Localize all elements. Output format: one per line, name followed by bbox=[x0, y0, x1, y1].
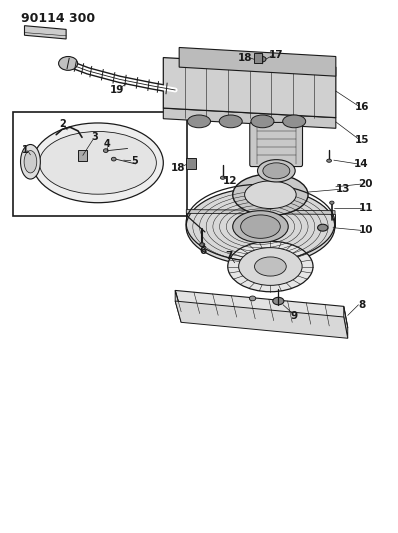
Text: 1: 1 bbox=[22, 144, 29, 155]
Ellipse shape bbox=[24, 151, 37, 173]
Ellipse shape bbox=[103, 149, 108, 152]
Ellipse shape bbox=[32, 123, 163, 203]
Text: 19: 19 bbox=[109, 85, 124, 95]
Polygon shape bbox=[163, 58, 336, 118]
Polygon shape bbox=[25, 26, 66, 39]
Text: 2: 2 bbox=[59, 119, 66, 129]
Ellipse shape bbox=[259, 56, 266, 62]
Bar bbox=[186, 158, 196, 169]
Text: 18: 18 bbox=[238, 53, 253, 62]
Ellipse shape bbox=[255, 257, 286, 276]
Ellipse shape bbox=[283, 115, 306, 128]
Text: 5: 5 bbox=[131, 156, 138, 166]
Ellipse shape bbox=[250, 296, 256, 301]
Polygon shape bbox=[175, 290, 348, 328]
Ellipse shape bbox=[59, 56, 78, 70]
Text: 90114 300: 90114 300 bbox=[21, 12, 95, 26]
Bar bbox=[78, 150, 87, 161]
Polygon shape bbox=[186, 209, 335, 214]
Bar bbox=[254, 53, 262, 63]
Text: 13: 13 bbox=[336, 184, 350, 195]
Ellipse shape bbox=[258, 160, 295, 182]
Ellipse shape bbox=[219, 115, 242, 128]
Text: 8: 8 bbox=[358, 300, 365, 310]
Polygon shape bbox=[344, 306, 348, 338]
Ellipse shape bbox=[233, 174, 308, 215]
Text: 14: 14 bbox=[354, 159, 369, 169]
Ellipse shape bbox=[186, 188, 335, 265]
Text: 20: 20 bbox=[358, 179, 373, 189]
Text: 3: 3 bbox=[92, 132, 98, 142]
Ellipse shape bbox=[220, 176, 225, 179]
Text: 9: 9 bbox=[291, 311, 298, 321]
Text: 10: 10 bbox=[358, 225, 373, 236]
Polygon shape bbox=[163, 108, 336, 128]
FancyBboxPatch shape bbox=[250, 123, 302, 166]
Ellipse shape bbox=[111, 157, 116, 161]
Text: 7: 7 bbox=[225, 251, 232, 261]
Ellipse shape bbox=[39, 132, 156, 194]
Polygon shape bbox=[179, 47, 336, 76]
Text: 4: 4 bbox=[103, 139, 110, 149]
Text: 11: 11 bbox=[358, 203, 373, 213]
Text: 6: 6 bbox=[199, 246, 207, 255]
Ellipse shape bbox=[233, 211, 288, 243]
Ellipse shape bbox=[245, 181, 296, 208]
Text: 17: 17 bbox=[269, 50, 284, 60]
Ellipse shape bbox=[327, 159, 332, 163]
Ellipse shape bbox=[187, 115, 211, 128]
Text: 12: 12 bbox=[223, 176, 237, 187]
Polygon shape bbox=[175, 301, 348, 338]
Ellipse shape bbox=[228, 241, 313, 292]
Text: 18: 18 bbox=[170, 163, 185, 173]
Ellipse shape bbox=[21, 144, 40, 179]
Polygon shape bbox=[175, 290, 181, 322]
Ellipse shape bbox=[273, 297, 284, 305]
Ellipse shape bbox=[241, 215, 280, 238]
Ellipse shape bbox=[263, 163, 290, 179]
Ellipse shape bbox=[199, 243, 205, 247]
Text: 15: 15 bbox=[354, 135, 369, 145]
Ellipse shape bbox=[330, 201, 334, 204]
Ellipse shape bbox=[251, 115, 274, 128]
Text: 16: 16 bbox=[354, 102, 369, 112]
Ellipse shape bbox=[239, 248, 302, 285]
Bar bbox=[13, 112, 187, 216]
Ellipse shape bbox=[318, 224, 328, 231]
